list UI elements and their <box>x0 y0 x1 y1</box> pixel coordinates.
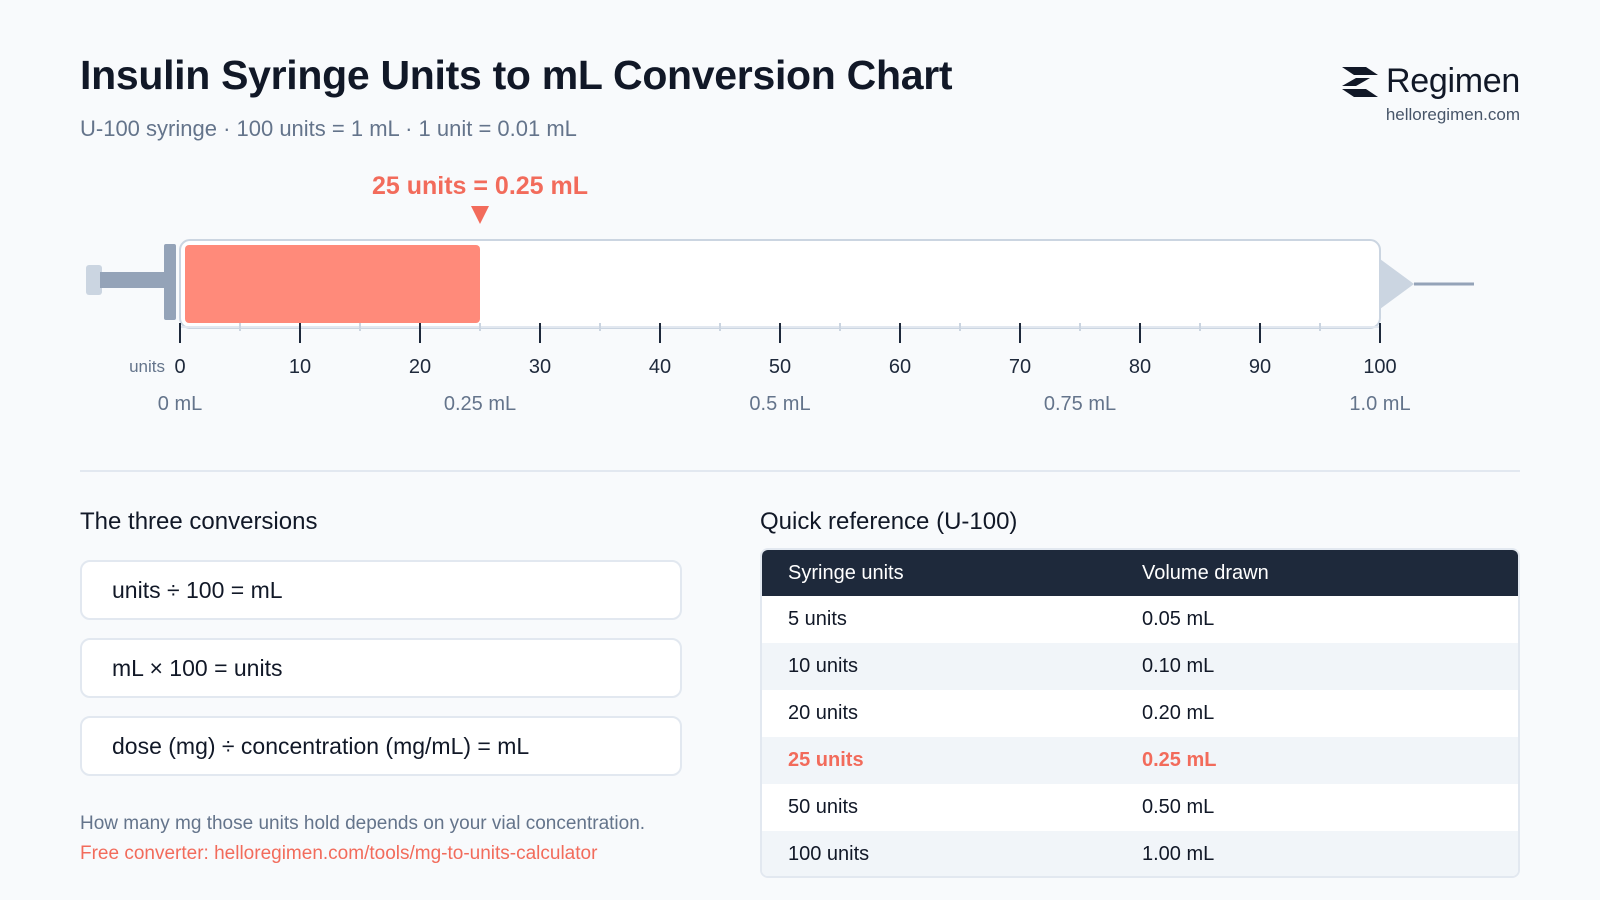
ml-tick-label: 0.25 mL <box>444 393 516 415</box>
brand-url: helloregimen.com <box>1385 105 1520 124</box>
syringe-chart: units 0 10 20 30 40 50 60 70 80 90 100 0 mL 0.25 mL… <box>86 172 1474 415</box>
regimen-logo-icon <box>1342 66 1379 97</box>
table-row-highlighted: 25 units 0.25 mL <box>762 737 1518 784</box>
unit-tick-label: 80 <box>1129 356 1151 378</box>
row-volume: 0.20 mL <box>1142 702 1215 724</box>
section-divider <box>80 470 1520 472</box>
minor-ticks <box>239 323 1321 331</box>
row-volume: 0.25 mL <box>1142 749 1217 771</box>
syringe-hub <box>1380 259 1414 309</box>
unit-tick-label: 60 <box>889 356 911 378</box>
table-row: 20 units 0.20 mL <box>762 690 1518 737</box>
table-row: 50 units 0.50 mL <box>762 784 1518 831</box>
units-axis-label: units <box>129 357 165 376</box>
unit-tick-label: 20 <box>409 356 431 378</box>
row-units: 50 units <box>788 796 859 818</box>
brand: Regimen helloregimen.com <box>1280 62 1520 125</box>
dose-marker-label: 25 units = 0.25 mL <box>372 172 588 200</box>
major-ticks <box>179 323 1381 343</box>
plunger-thumb <box>86 265 102 295</box>
conversion-formula-ml-to-units: mL × 100 = units <box>80 638 682 698</box>
dose-marker-arrow <box>471 206 489 224</box>
row-volume: 0.05 mL <box>1142 608 1215 630</box>
reference-title: Quick reference (U-100) <box>760 508 1018 535</box>
table-header: Syringe units Volume drawn <box>762 550 1518 596</box>
row-units: 10 units <box>788 655 859 677</box>
unit-tick-labels: 0 10 20 30 40 50 60 70 80 90 100 <box>174 356 1396 378</box>
dose-fill-bar <box>185 245 480 323</box>
ml-tick-labels: 0 mL 0.25 mL 0.5 mL 0.75 mL 1.0 mL <box>158 393 1411 415</box>
row-units: 100 units <box>788 843 870 865</box>
unit-tick-label: 70 <box>1009 356 1031 378</box>
unit-tick-label: 10 <box>289 356 311 378</box>
row-volume: 0.50 mL <box>1142 796 1215 818</box>
plunger <box>86 244 176 320</box>
row-units: 20 units <box>788 702 859 724</box>
unit-tick-label: 40 <box>649 356 671 378</box>
table-row: 10 units 0.10 mL <box>762 643 1518 690</box>
conversions-title: The three conversions <box>80 508 318 535</box>
plunger-stopper <box>164 244 176 320</box>
table-row: 100 units 1.00 mL <box>762 831 1518 876</box>
row-volume: 0.10 mL <box>1142 655 1215 677</box>
page-title: Insulin Syringe Units to mL Conversion C… <box>80 52 953 98</box>
ml-tick-label: 0 mL <box>158 393 202 415</box>
ml-tick-label: 0.5 mL <box>749 393 810 415</box>
header-syringe-units: Syringe units <box>788 561 904 584</box>
unit-tick-label: 50 <box>769 356 791 378</box>
row-volume: 1.00 mL <box>1142 843 1215 865</box>
conversion-formula-dose: dose (mg) ÷ concentration (mg/mL) = mL <box>80 716 682 776</box>
unit-tick-label: 30 <box>529 356 551 378</box>
concentration-note: How many mg those units hold depends on … <box>80 813 646 834</box>
ml-tick-label: 1.0 mL <box>1349 393 1410 415</box>
conversion-formula-units-to-ml: units ÷ 100 = mL <box>80 560 682 620</box>
unit-tick-label: 100 <box>1363 356 1396 378</box>
unit-tick-label: 0 <box>174 356 185 378</box>
quick-reference-table: Syringe units Volume drawn 5 units 0.05 … <box>760 548 1520 878</box>
converter-link[interactable]: Free converter: helloregimen.com/tools/m… <box>80 843 598 864</box>
page-subtitle: U-100 syringe · 100 units = 1 mL · 1 uni… <box>80 116 577 141</box>
header-volume-drawn: Volume drawn <box>1142 561 1269 584</box>
plunger-rod <box>100 272 166 288</box>
brand-name: Regimen <box>1386 62 1520 100</box>
row-units: 5 units <box>788 608 847 630</box>
ml-tick-label: 0.75 mL <box>1044 393 1116 415</box>
table-row: 5 units 0.05 mL <box>762 596 1518 643</box>
unit-tick-label: 90 <box>1249 356 1271 378</box>
row-units: 25 units <box>788 749 864 771</box>
